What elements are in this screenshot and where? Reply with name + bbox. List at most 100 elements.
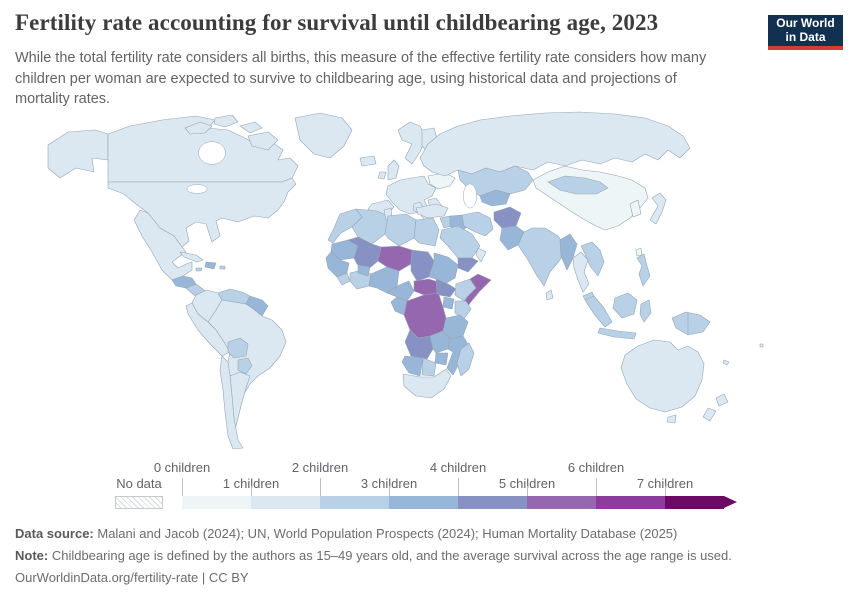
country-china[interactable]: [532, 165, 649, 231]
country-new-zealand-north[interactable]: [715, 393, 729, 407]
country-madagascar[interactable]: [456, 342, 475, 377]
arctic-island[interactable]: [184, 121, 213, 135]
country-alaska[interactable]: [47, 129, 109, 179]
legend-segment-4-5[interactable]: [458, 496, 527, 509]
world-choropleth-map: [0, 108, 850, 460]
country-australia[interactable]: [620, 339, 705, 413]
legend-label-5: 5 children: [498, 476, 556, 491]
country-ireland[interactable]: [377, 171, 387, 180]
country-burkina-faso[interactable]: [357, 264, 371, 277]
legend-tick: [665, 486, 666, 496]
legend-segment-7-plus[interactable]: [665, 496, 724, 509]
country-egypt[interactable]: [413, 217, 440, 247]
legend-tick: [182, 478, 183, 496]
country-philippines[interactable]: [636, 253, 651, 287]
region-europe-mainland[interactable]: [385, 175, 437, 215]
arctic-island[interactable]: [239, 121, 263, 134]
country-greenland[interactable]: [294, 112, 353, 159]
country-uk[interactable]: [387, 159, 400, 181]
country-mongolia[interactable]: [547, 175, 609, 195]
country-turkey[interactable]: [415, 203, 449, 219]
country-mali[interactable]: [347, 236, 382, 272]
island-sumatra[interactable]: [584, 295, 613, 328]
country-iceland[interactable]: [359, 155, 377, 167]
country-peru-ecuador[interactable]: [185, 302, 231, 357]
country-russia[interactable]: [419, 111, 691, 177]
legend-color-bar[interactable]: [182, 496, 737, 509]
country-afghanistan[interactable]: [493, 206, 522, 229]
country-korea[interactable]: [629, 199, 642, 218]
country-puerto-rico[interactable]: [219, 265, 226, 270]
country-sri-lanka[interactable]: [545, 289, 554, 301]
owid-logo-accent: [768, 46, 843, 50]
country-iran[interactable]: [461, 211, 494, 237]
country-chad[interactable]: [410, 249, 435, 282]
region-scandinavia[interactable]: [397, 121, 427, 165]
country-cuba[interactable]: [179, 251, 204, 263]
legend-segment-1-2[interactable]: [251, 496, 320, 509]
country-libya[interactable]: [384, 213, 417, 247]
page-title: Fertility rate accounting for survival u…: [15, 10, 659, 35]
country-namibia[interactable]: [401, 355, 424, 377]
owid-logo-line1: Our World: [776, 15, 835, 30]
great-lakes: [186, 184, 208, 194]
region-central-asia[interactable]: [479, 189, 511, 207]
island-tasmania[interactable]: [666, 414, 677, 424]
arctic-island[interactable]: [213, 114, 239, 128]
country-south-africa[interactable]: [402, 368, 452, 399]
legend-label-6: 6 children: [567, 460, 625, 475]
island-java[interactable]: [597, 327, 637, 340]
country-japan[interactable]: [649, 192, 667, 225]
data-source-label: Data source:: [15, 526, 94, 541]
country-niger[interactable]: [377, 245, 413, 272]
country-sudan[interactable]: [428, 252, 459, 285]
caspian-sea: [463, 183, 477, 209]
footer-note: Note: Childbearing age is defined by the…: [15, 548, 732, 563]
country-vietnam-laos[interactable]: [580, 241, 605, 277]
legend-tick: [389, 486, 390, 496]
country-botswana[interactable]: [421, 357, 437, 377]
island-fiji[interactable]: [759, 343, 764, 348]
country-mexico[interactable]: [133, 209, 193, 281]
country-chile[interactable]: [219, 355, 244, 450]
country-taiwan[interactable]: [635, 247, 643, 257]
country-uganda[interactable]: [442, 296, 455, 310]
chart-subtitle: While the total fertility rate considers…: [15, 50, 707, 108]
country-zimbabwe[interactable]: [434, 352, 449, 366]
legend-tick: [251, 486, 252, 496]
legend-label-4: 4 children: [429, 460, 487, 475]
footer-link[interactable]: OurWorldinData.org/fertility-rate | CC B…: [15, 570, 249, 585]
country-india[interactable]: [517, 227, 567, 287]
country-jamaica[interactable]: [195, 267, 203, 272]
legend-tick: [596, 478, 597, 496]
country-angola[interactable]: [404, 329, 434, 360]
owid-logo[interactable]: Our World in Data: [768, 15, 843, 50]
legend-label-3: 3 children: [360, 476, 418, 491]
owid-logo-line2: in Data: [785, 29, 826, 44]
legend-segment-0-1[interactable]: [182, 496, 251, 509]
note-text: Childbearing age is defined by the autho…: [48, 548, 732, 563]
country-congo-gabon[interactable]: [390, 296, 408, 316]
country-mozambique[interactable]: [446, 335, 470, 376]
country-new-zealand-south[interactable]: [702, 407, 717, 422]
legend-segment-5-6[interactable]: [527, 496, 596, 509]
legend-segment-3-4[interactable]: [389, 496, 458, 509]
country-bolivia[interactable]: [227, 337, 249, 359]
island-borneo[interactable]: [612, 292, 638, 319]
country-hispaniola[interactable]: [204, 261, 217, 270]
island-new-caledonia[interactable]: [722, 359, 730, 366]
country-baffin[interactable]: [247, 131, 279, 151]
legend-no-data-swatch[interactable]: [115, 496, 163, 509]
country-thailand[interactable]: [572, 251, 590, 293]
data-source-text: Malani and Jacob (2024); UN, World Popul…: [93, 526, 678, 541]
island-new-guinea[interactable]: [671, 311, 711, 336]
country-yemen[interactable]: [457, 257, 479, 273]
country-kenya[interactable]: [454, 300, 472, 320]
country-oman[interactable]: [475, 247, 487, 263]
legend-segment-2-3[interactable]: [320, 496, 389, 509]
country-paraguay[interactable]: [237, 357, 253, 375]
island-sulawesi[interactable]: [639, 299, 652, 323]
legend-no-data-label: No data: [116, 476, 162, 491]
legend-segment-6-7[interactable]: [596, 496, 665, 509]
